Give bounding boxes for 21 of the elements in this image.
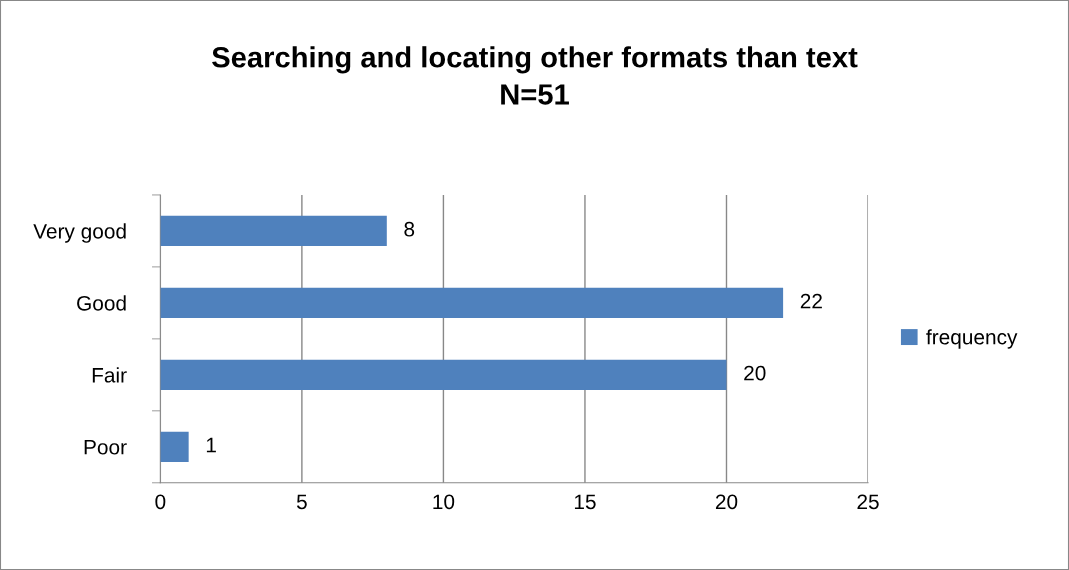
chart-title: Searching and locating other formats than text	[212, 46, 858, 74]
bar	[160, 431, 189, 462]
y-tick-label: Good	[77, 295, 126, 311]
chart-subtitle: N=51	[501, 84, 569, 105]
x-tick-label: 5	[296, 494, 307, 510]
bar	[160, 359, 727, 390]
x-tick-label: 15	[574, 494, 596, 510]
data-label: 1	[206, 437, 216, 453]
data-label: 20	[744, 365, 766, 381]
y-tick-label: Very good	[33, 223, 126, 243]
bar	[160, 215, 387, 247]
data-label: 22	[800, 293, 822, 309]
data-label: 8	[404, 221, 415, 237]
x-tick-label: 10	[433, 494, 455, 510]
legend-label: frequency	[926, 329, 1018, 349]
x-tick-label: 0	[155, 494, 166, 510]
x-tick-label: 25	[857, 494, 879, 510]
y-tick-label: Fair	[92, 367, 127, 383]
y-tick-label: Poor	[84, 440, 127, 455]
bar	[160, 287, 784, 318]
x-tick-label: 20	[715, 494, 738, 510]
